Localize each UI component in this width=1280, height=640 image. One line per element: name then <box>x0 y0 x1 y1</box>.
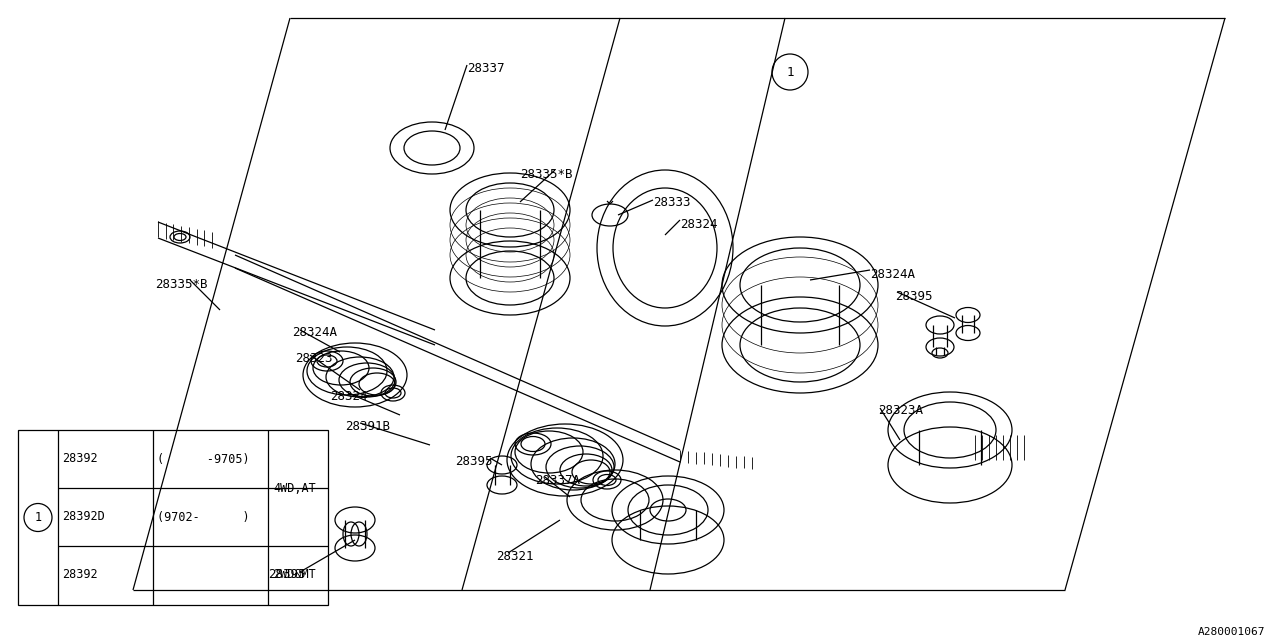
Text: 28395: 28395 <box>454 455 493 468</box>
Text: 28391B: 28391B <box>346 420 390 433</box>
Text: 28321: 28321 <box>497 550 534 563</box>
Text: 28392D: 28392D <box>61 511 105 524</box>
Bar <box>18 430 328 605</box>
Text: 28324A: 28324A <box>870 268 915 281</box>
Text: 28337: 28337 <box>467 62 504 75</box>
Text: 28323A: 28323A <box>878 404 923 417</box>
Text: A280001067: A280001067 <box>1198 627 1265 637</box>
Text: 28392: 28392 <box>61 568 97 582</box>
Text: 28324A: 28324A <box>292 326 337 339</box>
Text: (      -9705): ( -9705) <box>157 452 250 465</box>
Text: 28395: 28395 <box>895 290 933 303</box>
Text: 28395: 28395 <box>268 568 306 581</box>
Text: (9702-      ): (9702- ) <box>157 511 250 524</box>
Text: 1: 1 <box>35 511 41 524</box>
Text: 2WD&MT: 2WD&MT <box>273 568 316 582</box>
Text: 28392: 28392 <box>61 452 97 465</box>
Text: 28323: 28323 <box>294 352 333 365</box>
Text: 28337A: 28337A <box>535 474 580 487</box>
Text: 4WD,AT: 4WD,AT <box>273 481 316 495</box>
Text: 28324: 28324 <box>330 390 367 403</box>
Text: 28333: 28333 <box>653 196 690 209</box>
Text: 1: 1 <box>786 65 794 79</box>
Text: 28335*B: 28335*B <box>520 168 572 181</box>
Text: 28324: 28324 <box>680 218 718 231</box>
Text: 28335*B: 28335*B <box>155 278 207 291</box>
